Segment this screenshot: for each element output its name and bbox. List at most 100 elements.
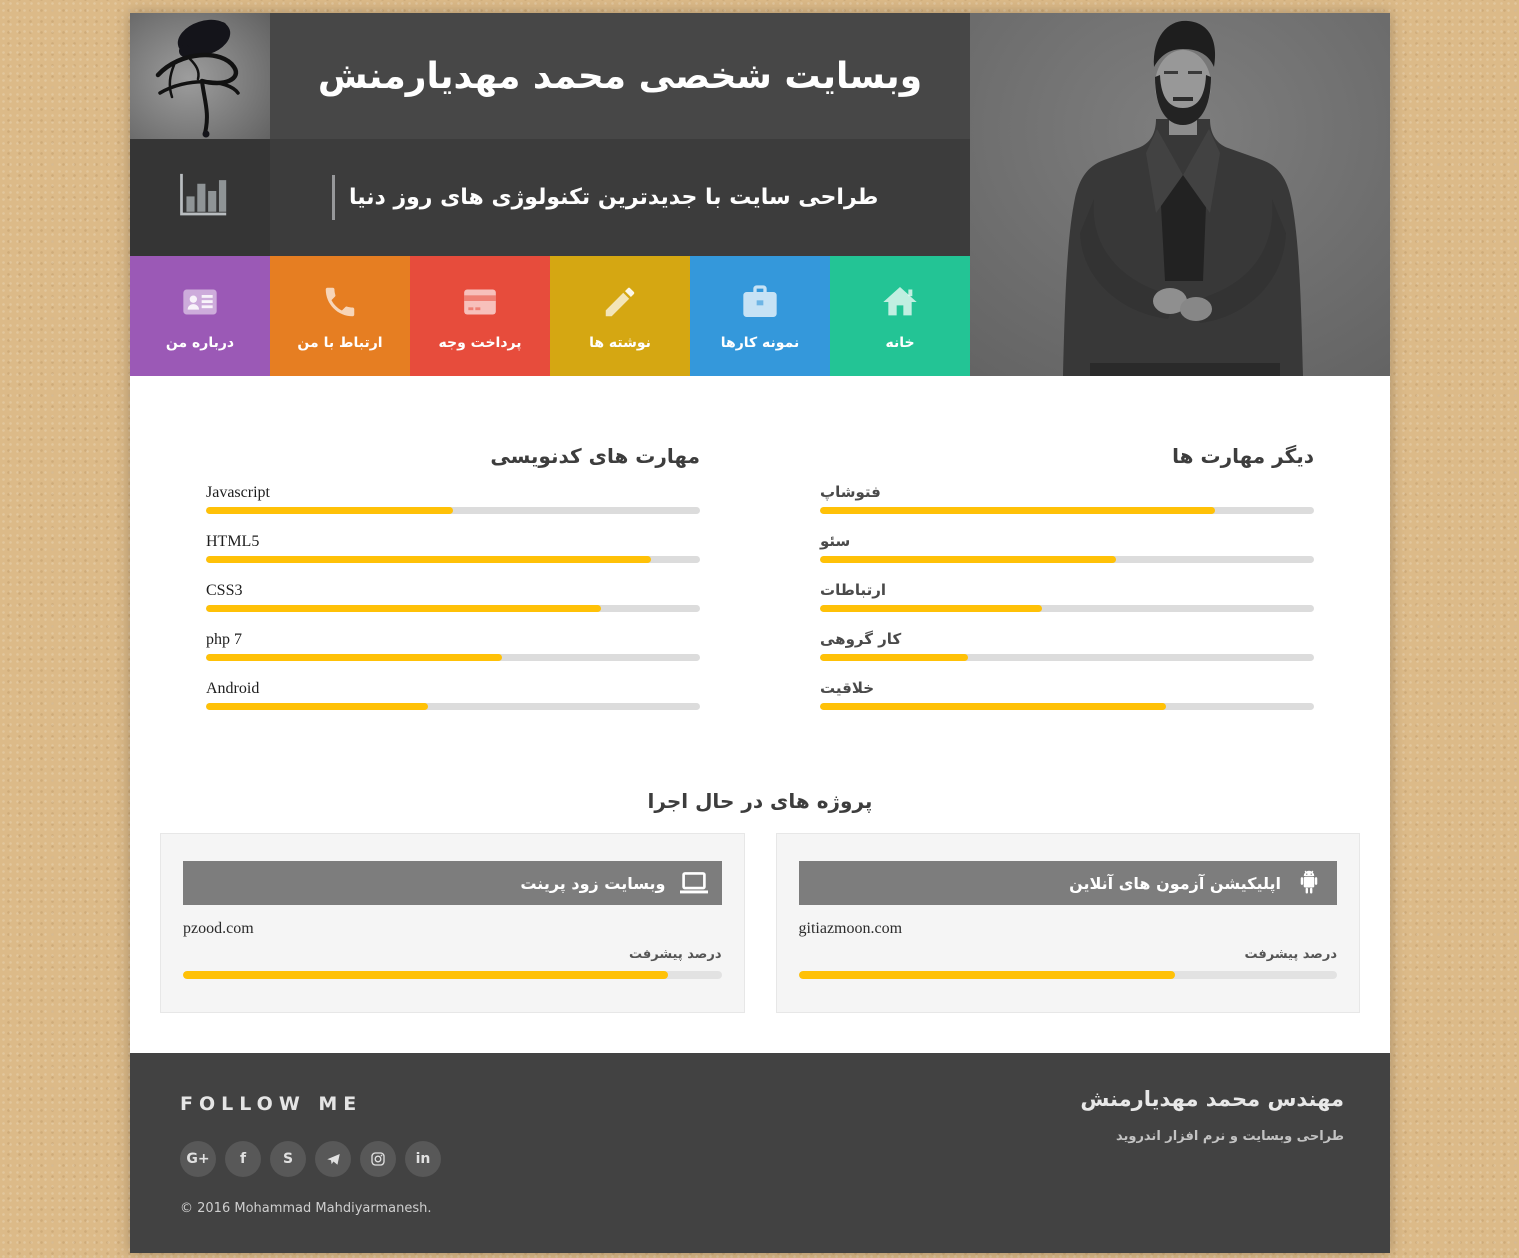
skill-label: کار گروهی bbox=[820, 630, 902, 648]
skill-row: خلاقیت bbox=[820, 680, 1314, 710]
project-card-header: وبسایت زود پرینت bbox=[183, 861, 722, 905]
skills-section: مهارت های کدنویسی Javascript HTML5 CSS3 php… bbox=[130, 444, 1390, 729]
other-skills-list: فتوشاپ سئو ارتباطات کار گروهی خلاقیت bbox=[820, 484, 1314, 710]
progress-label: درصد پیشرفت bbox=[628, 947, 722, 962]
skill-label: Android bbox=[206, 680, 260, 697]
skill-progress-track bbox=[206, 507, 700, 514]
skill-label: سئو bbox=[820, 532, 851, 550]
social-facebook-icon[interactable]: f bbox=[225, 1141, 261, 1177]
skill-progress-fill bbox=[820, 556, 1117, 563]
credit-card-icon bbox=[460, 282, 500, 322]
project-progress-fill bbox=[183, 971, 668, 979]
project-card: وبسایت زود پرینت pzood.com درصد پیشرفت bbox=[160, 833, 745, 1013]
social-skype-icon[interactable]: S bbox=[270, 1141, 306, 1177]
projects-section: وبسایت زود پرینت pzood.com درصد پیشرفت اپل… bbox=[130, 833, 1390, 1013]
social-instagram-icon[interactable] bbox=[360, 1141, 396, 1177]
skill-progress-track bbox=[820, 703, 1314, 710]
nav-item-label: ارتباط با من bbox=[297, 334, 383, 351]
home-icon bbox=[880, 282, 920, 322]
nav-item[interactable]: نمونه کارها bbox=[690, 256, 830, 376]
other-skills-title: دیگر مهارت ها bbox=[1172, 444, 1314, 468]
social-linkedin-icon[interactable]: in bbox=[405, 1141, 441, 1177]
skill-progress-fill bbox=[206, 703, 429, 710]
skill-row: Android bbox=[206, 680, 700, 710]
skill-progress-track bbox=[206, 654, 700, 661]
skill-progress-fill bbox=[206, 507, 453, 514]
projects-title: پروژه های در حال اجرا bbox=[647, 789, 873, 813]
nav-item-label: نوشته ها bbox=[589, 334, 651, 351]
main-content: مهارت های کدنویسی Javascript HTML5 CSS3 php… bbox=[130, 376, 1390, 1053]
skill-progress-fill bbox=[820, 703, 1166, 710]
id-card-icon bbox=[180, 282, 220, 322]
project-domain: pzood.com bbox=[183, 920, 254, 937]
skill-label: خلاقیت bbox=[820, 679, 875, 697]
skill-progress-fill bbox=[820, 654, 969, 661]
nav-item-label: درباره من bbox=[165, 334, 235, 351]
skill-progress-track bbox=[206, 605, 700, 612]
project-card-header: اپلیکیشن آزمون های آنلاین bbox=[798, 861, 1337, 905]
project-progress-track bbox=[183, 971, 722, 979]
laptop-icon bbox=[678, 867, 710, 899]
title-bar: وبسایت شخصی محمد مهدیارمنش bbox=[270, 13, 970, 139]
nav-item-label: خانه bbox=[885, 334, 915, 351]
skill-progress-fill bbox=[206, 556, 651, 563]
skill-row: کار گروهی bbox=[820, 631, 1314, 661]
nav-item[interactable]: خانه bbox=[830, 256, 970, 376]
other-skills-column: دیگر مهارت ها فتوشاپ سئو ارتباطات کار گروهی… bbox=[820, 444, 1314, 729]
project-progress-track bbox=[798, 971, 1337, 979]
pencil-icon bbox=[600, 282, 640, 322]
skill-progress-fill bbox=[206, 654, 503, 661]
social-telegram-icon[interactable] bbox=[315, 1141, 351, 1177]
project-name: وبسایت زود پرینت bbox=[520, 873, 666, 893]
nav-item[interactable]: درباره من bbox=[130, 256, 270, 376]
site-tagline: طراحی سایت با جدیدترین تکنولوژی های روز … bbox=[332, 175, 878, 220]
project-domain: gitiazmoon.com bbox=[798, 920, 903, 937]
skill-row: HTML5 bbox=[206, 533, 700, 563]
footer-subtitle: طراحی وبسایت و نرم افزار اندروید bbox=[1115, 1129, 1344, 1144]
profile-photo bbox=[970, 13, 1390, 376]
skill-progress-track bbox=[820, 556, 1314, 563]
skill-progress-track bbox=[820, 654, 1314, 661]
skill-label: ارتباطات bbox=[820, 581, 886, 599]
follow-me-title: FOLLOW ME bbox=[180, 1093, 363, 1115]
footer: FOLLOW ME G+ f S in © 2016 Mohammad Mahdiy… bbox=[130, 1053, 1390, 1253]
skill-row: سئو bbox=[820, 533, 1314, 563]
stats-box bbox=[130, 139, 270, 256]
copyright-text: © 2016 Mohammad Mahdiyarmanesh. bbox=[180, 1201, 432, 1216]
skill-progress-track bbox=[206, 703, 700, 710]
skill-row: ارتباطات bbox=[820, 582, 1314, 612]
skill-progress-track bbox=[820, 605, 1314, 612]
nav-item[interactable]: ارتباط با من bbox=[270, 256, 410, 376]
site-title: وبسایت شخصی محمد مهدیارمنش bbox=[317, 55, 923, 97]
nav-item[interactable]: پرداخت وجه bbox=[410, 256, 550, 376]
site-logo[interactable] bbox=[130, 13, 270, 139]
skill-label: HTML5 bbox=[206, 533, 260, 550]
skill-row: Javascript bbox=[206, 484, 700, 514]
skill-row: فتوشاپ bbox=[820, 484, 1314, 514]
nav-item-label: پرداخت وجه bbox=[438, 334, 522, 351]
tagline-bar: طراحی سایت با جدیدترین تکنولوژی های روز … bbox=[270, 139, 970, 256]
skill-progress-track bbox=[206, 556, 700, 563]
header: وبسایت شخصی محمد مهدیارمنش طراحی سایت با… bbox=[130, 13, 1390, 376]
project-name: اپلیکیشن آزمون های آنلاین bbox=[1069, 873, 1281, 893]
skill-row: CSS3 bbox=[206, 582, 700, 612]
skill-progress-fill bbox=[206, 605, 602, 612]
briefcase-icon bbox=[740, 282, 780, 322]
project-progress-fill bbox=[798, 971, 1176, 979]
social-links: G+ f S in bbox=[180, 1141, 441, 1177]
android-icon bbox=[1293, 867, 1325, 899]
project-card: اپلیکیشن آزمون های آنلاین gitiazmoon.com د… bbox=[775, 833, 1360, 1013]
footer-name: مهندس محمد مهدیارمنش bbox=[1080, 1087, 1344, 1111]
page: وبسایت شخصی محمد مهدیارمنش طراحی سایت با… bbox=[130, 13, 1390, 1253]
coding-skills-title: مهارت های کدنویسی bbox=[490, 444, 700, 468]
main-nav: درباره من ارتباط با من پرداخت وجه نوشته … bbox=[130, 256, 970, 376]
skill-label: فتوشاپ bbox=[820, 483, 881, 501]
skill-label: Javascript bbox=[206, 484, 270, 501]
progress-label: درصد پیشرفت bbox=[1244, 947, 1337, 962]
phone-icon bbox=[320, 282, 360, 322]
skill-label: php 7 bbox=[206, 631, 242, 648]
social-google-plus-icon[interactable]: G+ bbox=[180, 1141, 216, 1177]
nav-item[interactable]: نوشته ها bbox=[550, 256, 690, 376]
skill-progress-track bbox=[820, 507, 1314, 514]
skill-progress-fill bbox=[820, 507, 1216, 514]
